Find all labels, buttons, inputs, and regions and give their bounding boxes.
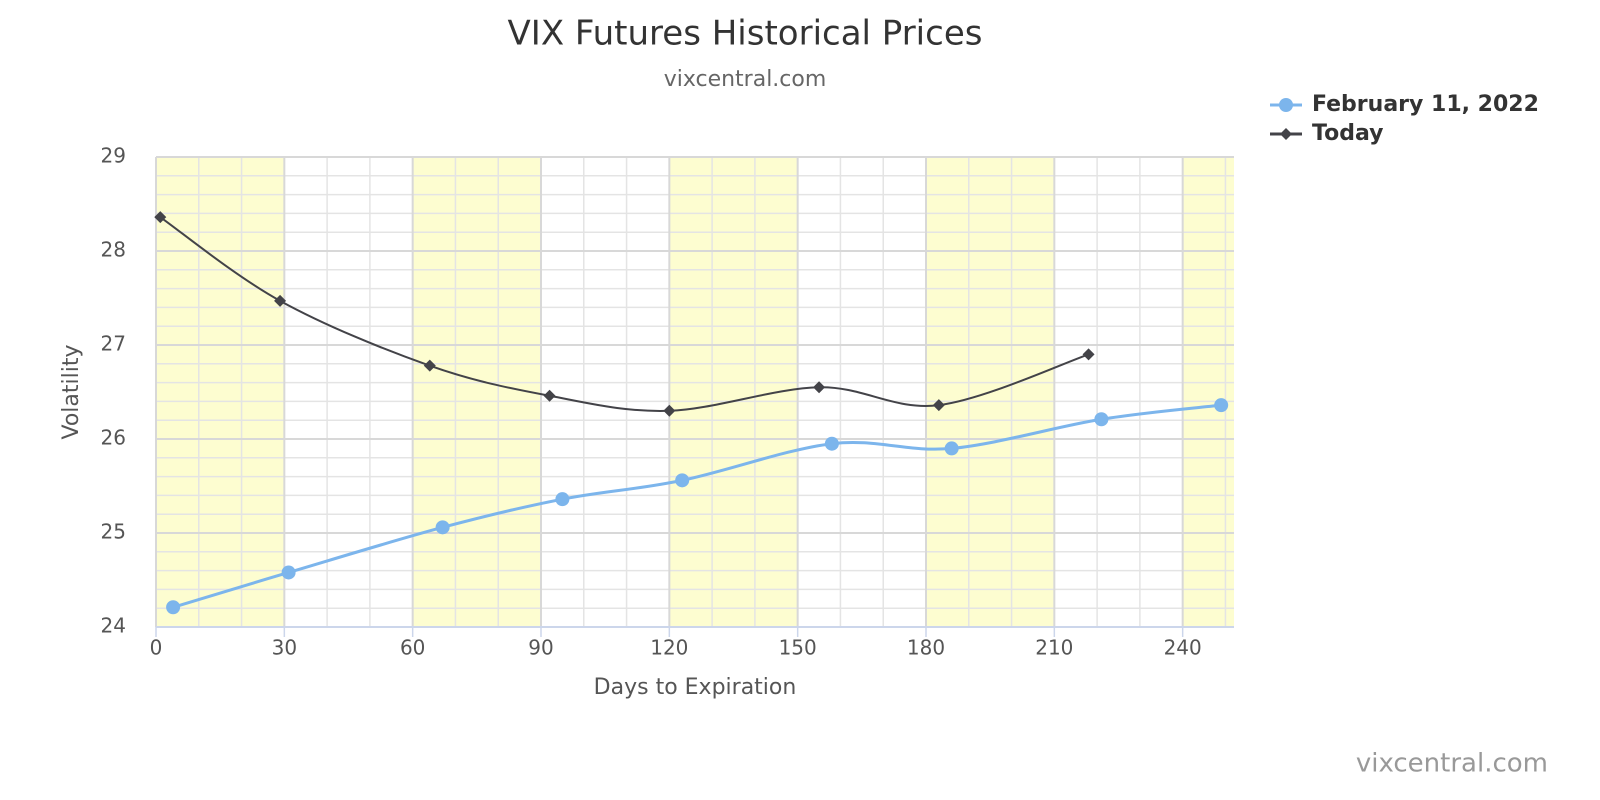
marker (932, 399, 945, 412)
marker (435, 520, 450, 535)
x-tick-label: 120 (650, 636, 688, 660)
marker (154, 211, 167, 224)
chart-title: VIX Futures Historical Prices (508, 14, 983, 54)
plot-band (156, 157, 285, 627)
credits: vixcentral.com (1356, 749, 1548, 779)
y-tick-label: 28 (101, 238, 126, 262)
x-tick-label: 180 (907, 636, 945, 660)
marker (1094, 412, 1109, 427)
plot-band (1182, 157, 1234, 627)
marker (1082, 348, 1095, 361)
marker (543, 389, 556, 402)
y-axis-label: Volatility (59, 344, 84, 439)
marker (1214, 398, 1229, 413)
legend-item[interactable]: February 11, 2022 (1270, 92, 1539, 117)
marker (555, 492, 570, 507)
legend-item[interactable]: Today (1270, 121, 1383, 146)
marker (813, 381, 826, 394)
x-tick-label: 90 (528, 636, 553, 660)
series-line (159, 216, 1089, 412)
x-tick-label: 240 (1164, 636, 1202, 660)
y-tick-label: 25 (101, 520, 126, 544)
x-tick-label: 0 (150, 636, 163, 660)
y-tick-label: 29 (101, 144, 126, 168)
x-tick-label: 60 (400, 636, 425, 660)
legend-label: Today (1312, 121, 1383, 146)
plot-band (412, 157, 541, 627)
marker (675, 473, 690, 488)
y-tick-label: 27 (101, 332, 126, 356)
x-tick-label: 210 (1035, 636, 1073, 660)
y-tick-label: 26 (101, 426, 126, 450)
marker (944, 441, 959, 456)
marker (663, 404, 676, 417)
marker (1279, 98, 1293, 112)
marker (824, 436, 839, 451)
marker (274, 294, 287, 307)
x-tick-label: 30 (272, 636, 297, 660)
x-axis-label: Days to Expiration (594, 675, 797, 700)
marker (281, 565, 296, 580)
marker (166, 600, 181, 615)
marker (1280, 128, 1292, 140)
marker (423, 359, 436, 372)
chart-subtitle: vixcentral.com (664, 67, 827, 92)
legend-label: February 11, 2022 (1312, 92, 1539, 117)
x-tick-label: 150 (779, 636, 817, 660)
y-tick-label: 24 (101, 614, 126, 638)
